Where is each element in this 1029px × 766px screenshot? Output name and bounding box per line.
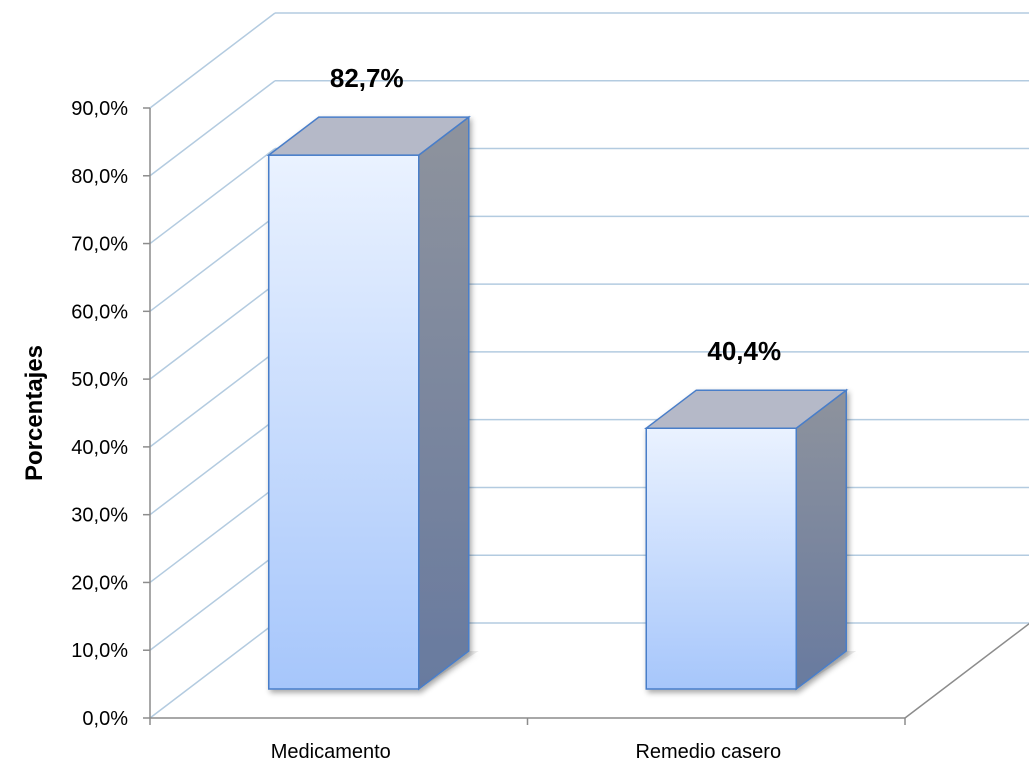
- bar-front-face: [268, 154, 420, 690]
- bar-front-face: [645, 427, 797, 690]
- y-tick-label: 80,0%: [71, 166, 128, 188]
- y-tick-label: 50,0%: [71, 369, 128, 391]
- gridline-wall: [149, 215, 276, 312]
- y-tick-label: 70,0%: [71, 234, 128, 256]
- gridline-wall: [149, 80, 276, 177]
- y-tick-label: 30,0%: [71, 505, 128, 527]
- gridline-wall: [149, 486, 276, 584]
- bar-2: [644, 388, 857, 691]
- gridline-wall: [149, 554, 276, 651]
- y-tick-label: 10,0%: [71, 640, 128, 662]
- bar-top-face: [644, 389, 849, 429]
- y-tick-label: 0,0%: [82, 708, 128, 730]
- floor-edge-line: [904, 622, 1029, 719]
- gridline-wall: [149, 147, 276, 245]
- y-tick-label: 40,0%: [71, 437, 128, 459]
- y-axis-title: Porcentajes: [21, 345, 48, 481]
- bars: [266, 115, 857, 691]
- data-label: 40,4%: [707, 336, 781, 366]
- y-tick-label: 90,0%: [71, 98, 128, 120]
- gridline-wall: [149, 12, 276, 109]
- labels: 0,0% 10,0% 20,0% 30,0% 40,0% 50,0% 60,0% 70,0% 8…: [71, 63, 781, 763]
- bar-1: [266, 115, 479, 691]
- bar-side-face: [795, 388, 847, 691]
- data-label: 82,7%: [330, 63, 404, 93]
- gridline-wall: [149, 351, 276, 448]
- bar-top-face: [266, 116, 471, 156]
- x-category-label: Remedio casero: [635, 741, 781, 763]
- gridline-wall: [149, 622, 276, 719]
- axes: [143, 107, 1029, 725]
- x-category-label: Medicamento: [271, 741, 391, 763]
- gridline-wall: [149, 419, 276, 516]
- gridline-wall: [149, 283, 276, 380]
- y-tick-label: 20,0%: [71, 572, 128, 594]
- bar-side-face: [418, 115, 470, 691]
- y-tick-label: 60,0%: [71, 301, 128, 323]
